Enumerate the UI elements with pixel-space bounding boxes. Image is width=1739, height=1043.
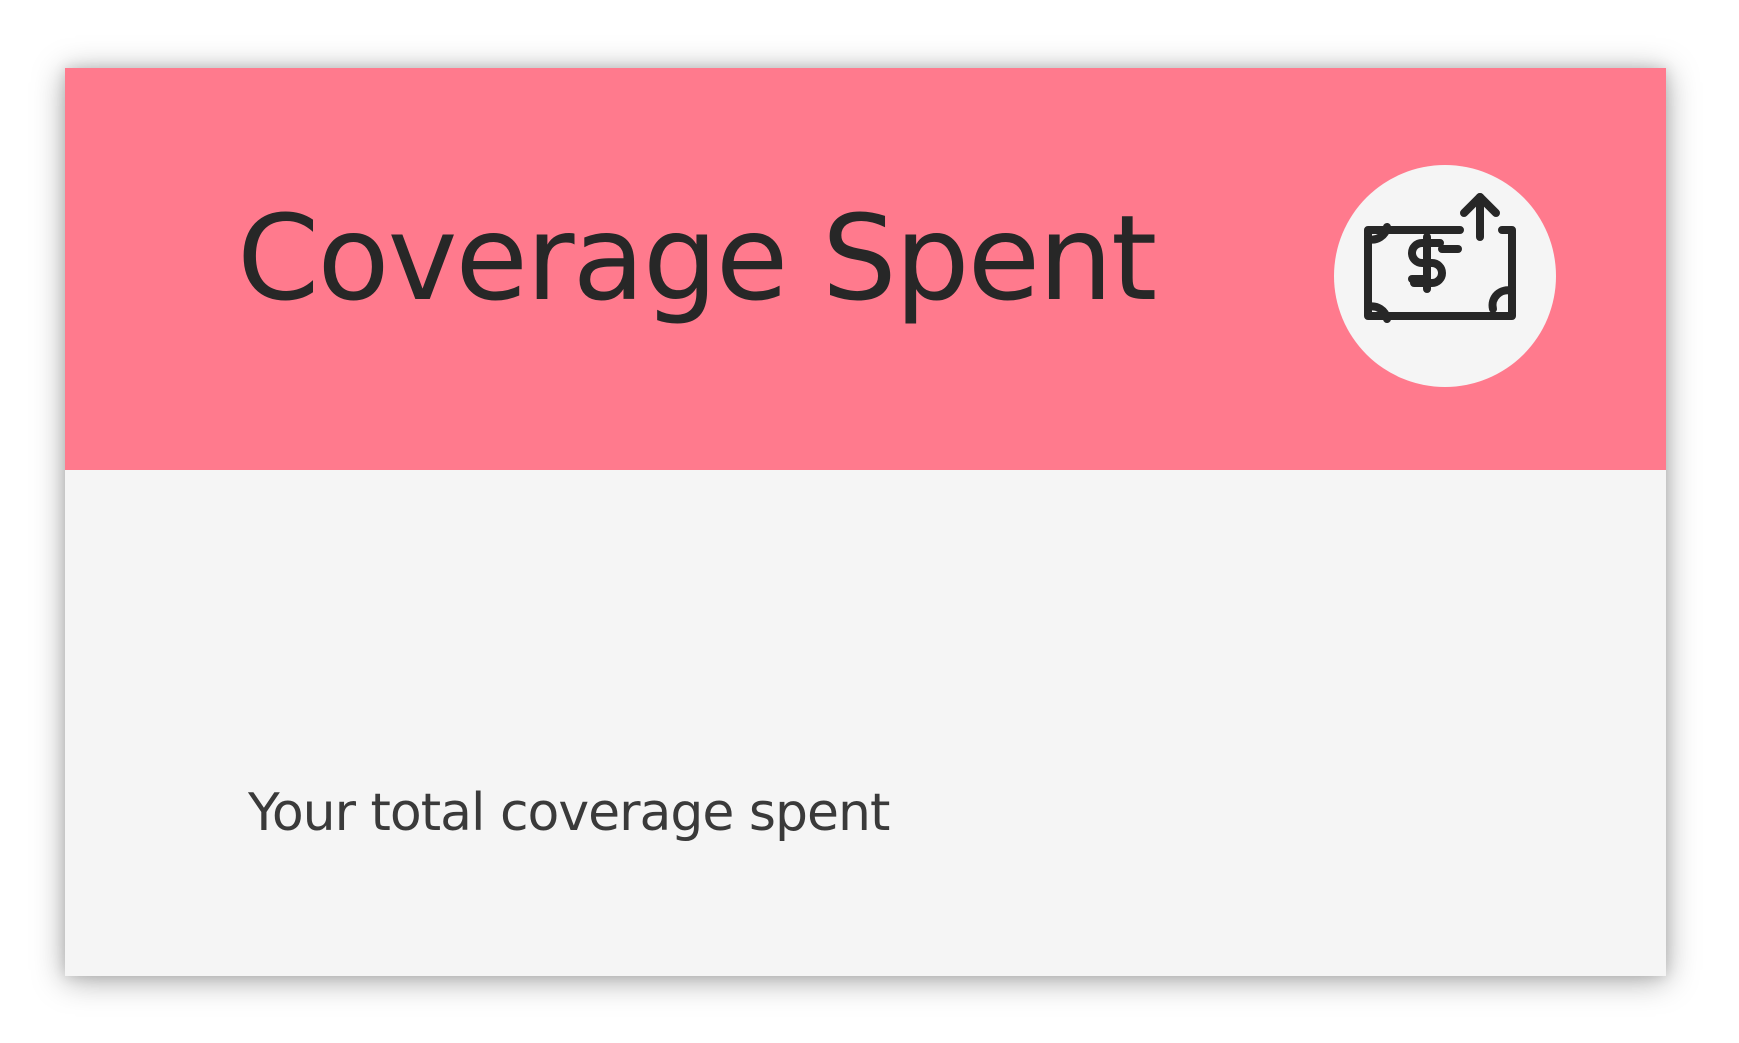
card-header: Coverage Spent [65,68,1666,470]
card-subtitle: Your total coverage spent [248,783,890,843]
money-bill-arrow-up-icon [1364,193,1516,323]
coverage-spent-card: Coverage Spent [65,68,1666,976]
card-title: Coverage Spent [237,189,1157,327]
icon-badge [1334,165,1556,387]
card-body: Your total coverage spent [65,470,1666,976]
